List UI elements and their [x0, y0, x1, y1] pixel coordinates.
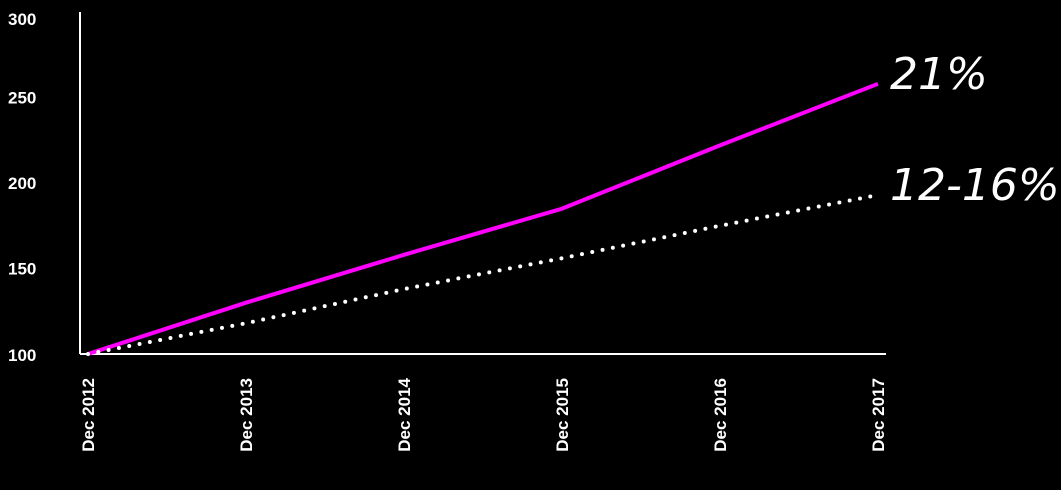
x-tick-label: Dec 2013 [237, 378, 256, 452]
series-lines [86, 81, 880, 356]
y-tick-label: 150 [8, 260, 36, 279]
x-tick-labels: Dec 2012 Dec 2013 Dec 2014 Dec 2015 Dec 2016… [79, 377, 888, 451]
series-line-solid [87, 81, 879, 356]
y-tick-label: 100 [8, 346, 36, 365]
x-tick-label: Dec 2017 [869, 378, 888, 452]
series-annotation-label: 21% [890, 49, 988, 100]
x-tick-label: Dec 2016 [711, 378, 730, 452]
y-tick-label: 250 [8, 89, 36, 108]
series-annotation-label: 12-16% [890, 160, 1060, 211]
y-tick-label: 200 [8, 174, 36, 193]
x-tick-label: Dec 2015 [553, 378, 572, 452]
x-tick-label: Dec 2014 [395, 377, 414, 451]
axes [79, 12, 886, 355]
y-tick-label: 300 [8, 10, 36, 29]
series-line-dotted [86, 192, 880, 356]
x-tick-label: Dec 2012 [79, 378, 98, 452]
y-tick-labels: 100 150 200 250 300 [8, 10, 36, 365]
series-annotations: 21% 12-16% [890, 49, 1060, 211]
